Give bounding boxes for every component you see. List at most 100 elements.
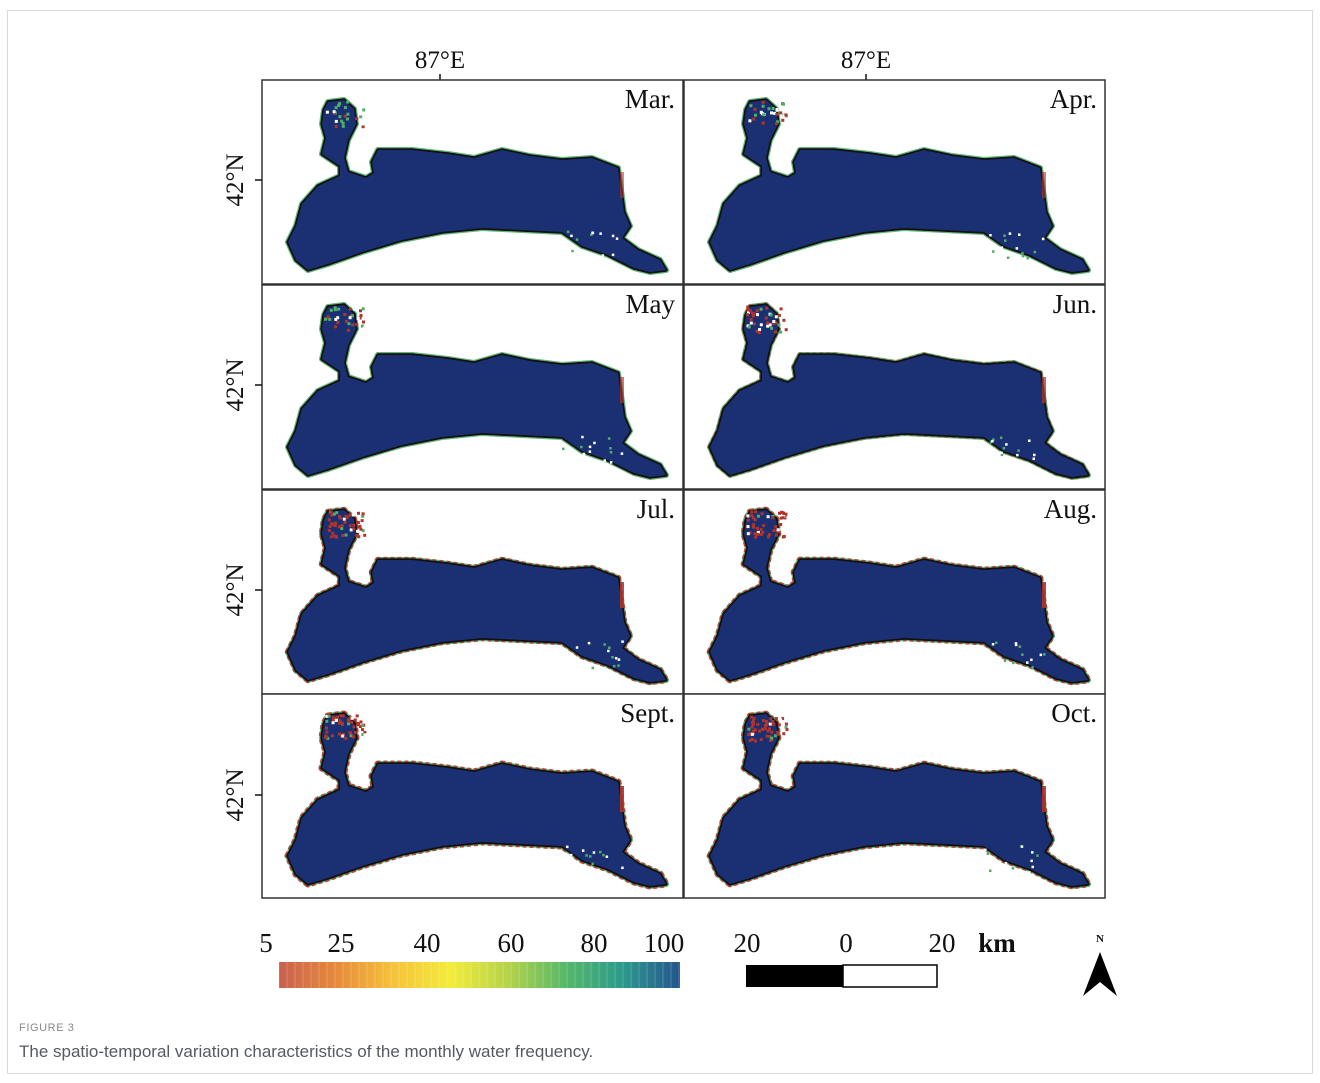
speckle — [577, 869, 580, 872]
speckle — [343, 313, 347, 316]
panel-month-label: Aug. — [1044, 494, 1097, 524]
speckle — [1000, 246, 1004, 249]
speckle — [335, 715, 339, 719]
speckle — [356, 521, 360, 524]
speckle — [351, 323, 355, 327]
delta-speckles — [746, 510, 1046, 669]
speckle — [363, 733, 367, 737]
colorbar-ramp — [279, 962, 680, 988]
speckle — [337, 732, 341, 736]
figure-caption: The spatio-temporal variation characteri… — [19, 1042, 593, 1061]
speckle — [349, 734, 353, 738]
panel-month-label: Apr. — [1050, 84, 1097, 114]
speckle — [344, 533, 348, 537]
speckle — [1031, 865, 1034, 869]
speckle — [763, 727, 767, 731]
speckle — [324, 317, 327, 321]
map-panel: Jun. — [683, 284, 1106, 490]
speckle — [769, 313, 773, 317]
speckle — [759, 528, 763, 532]
panel-month-label: Oct. — [1051, 698, 1097, 728]
speckle — [749, 104, 753, 108]
speckle — [568, 243, 571, 246]
lake-water-body — [288, 510, 666, 682]
speckle — [764, 720, 768, 723]
speckle — [758, 328, 762, 331]
speckle — [342, 517, 346, 521]
speckle — [750, 514, 754, 518]
speckle — [765, 734, 769, 738]
speckle — [1020, 845, 1024, 848]
speckle — [324, 735, 328, 739]
speckle — [334, 535, 338, 539]
speckle — [989, 234, 992, 237]
speckle — [363, 111, 367, 115]
panel-month-label: May — [626, 289, 676, 319]
north-arrow: N — [1083, 933, 1117, 996]
speckle — [360, 324, 364, 328]
speckle — [755, 329, 759, 333]
map-panel: Sept. — [261, 693, 684, 899]
speckle — [1043, 653, 1046, 656]
panel-month-label: Jul. — [637, 494, 675, 524]
speckle — [350, 314, 354, 318]
speckle — [1030, 859, 1033, 863]
speckle — [766, 321, 770, 325]
speckle — [348, 307, 352, 311]
speckle — [781, 516, 785, 520]
speckle — [774, 525, 778, 529]
speckle — [762, 524, 766, 527]
speckle — [761, 121, 765, 125]
speckle — [771, 720, 775, 723]
speckle — [1000, 453, 1004, 457]
speckle — [1028, 439, 1031, 442]
speckle — [590, 233, 593, 236]
speckle — [355, 534, 359, 537]
speckle — [761, 727, 765, 731]
speckle — [761, 104, 765, 108]
scale-label-left: 20 — [734, 928, 761, 958]
speckle — [761, 719, 765, 722]
speckle — [766, 515, 770, 519]
speckle — [334, 124, 338, 128]
scale-label-right: 20 — [929, 928, 956, 958]
speckle — [341, 714, 345, 718]
speckle — [775, 122, 779, 126]
east-margin — [620, 377, 624, 403]
latitude-label: 42°N — [222, 153, 249, 206]
speckle — [357, 511, 360, 515]
speckle — [361, 512, 365, 516]
lake-water-body — [710, 714, 1088, 886]
speckle — [331, 531, 335, 535]
speckle — [591, 862, 594, 866]
speckle — [353, 731, 357, 734]
speckle — [1026, 256, 1029, 260]
speckle — [771, 722, 775, 726]
lake-water-body — [288, 100, 666, 272]
speckle — [770, 730, 774, 734]
speckle — [746, 525, 750, 529]
speckle — [325, 726, 329, 730]
speckle — [347, 322, 351, 326]
speckle — [614, 657, 618, 660]
speckle — [330, 513, 334, 517]
speckle — [355, 117, 359, 121]
figure-border — [7, 10, 1313, 1074]
speckle — [359, 527, 363, 531]
map-panel: May — [261, 284, 684, 490]
speckle — [346, 328, 350, 332]
speckle — [769, 739, 773, 742]
speckle — [358, 725, 362, 728]
speckle — [621, 866, 624, 870]
speckle — [759, 110, 763, 114]
speckle — [341, 121, 345, 125]
speckle — [1018, 233, 1021, 236]
speckle — [334, 521, 338, 525]
speckle — [575, 238, 579, 241]
speckle — [340, 527, 344, 531]
map-panel: Jul. — [261, 489, 684, 695]
scale-segment-white — [842, 964, 938, 988]
speckle — [769, 717, 773, 721]
speckle — [333, 524, 337, 528]
